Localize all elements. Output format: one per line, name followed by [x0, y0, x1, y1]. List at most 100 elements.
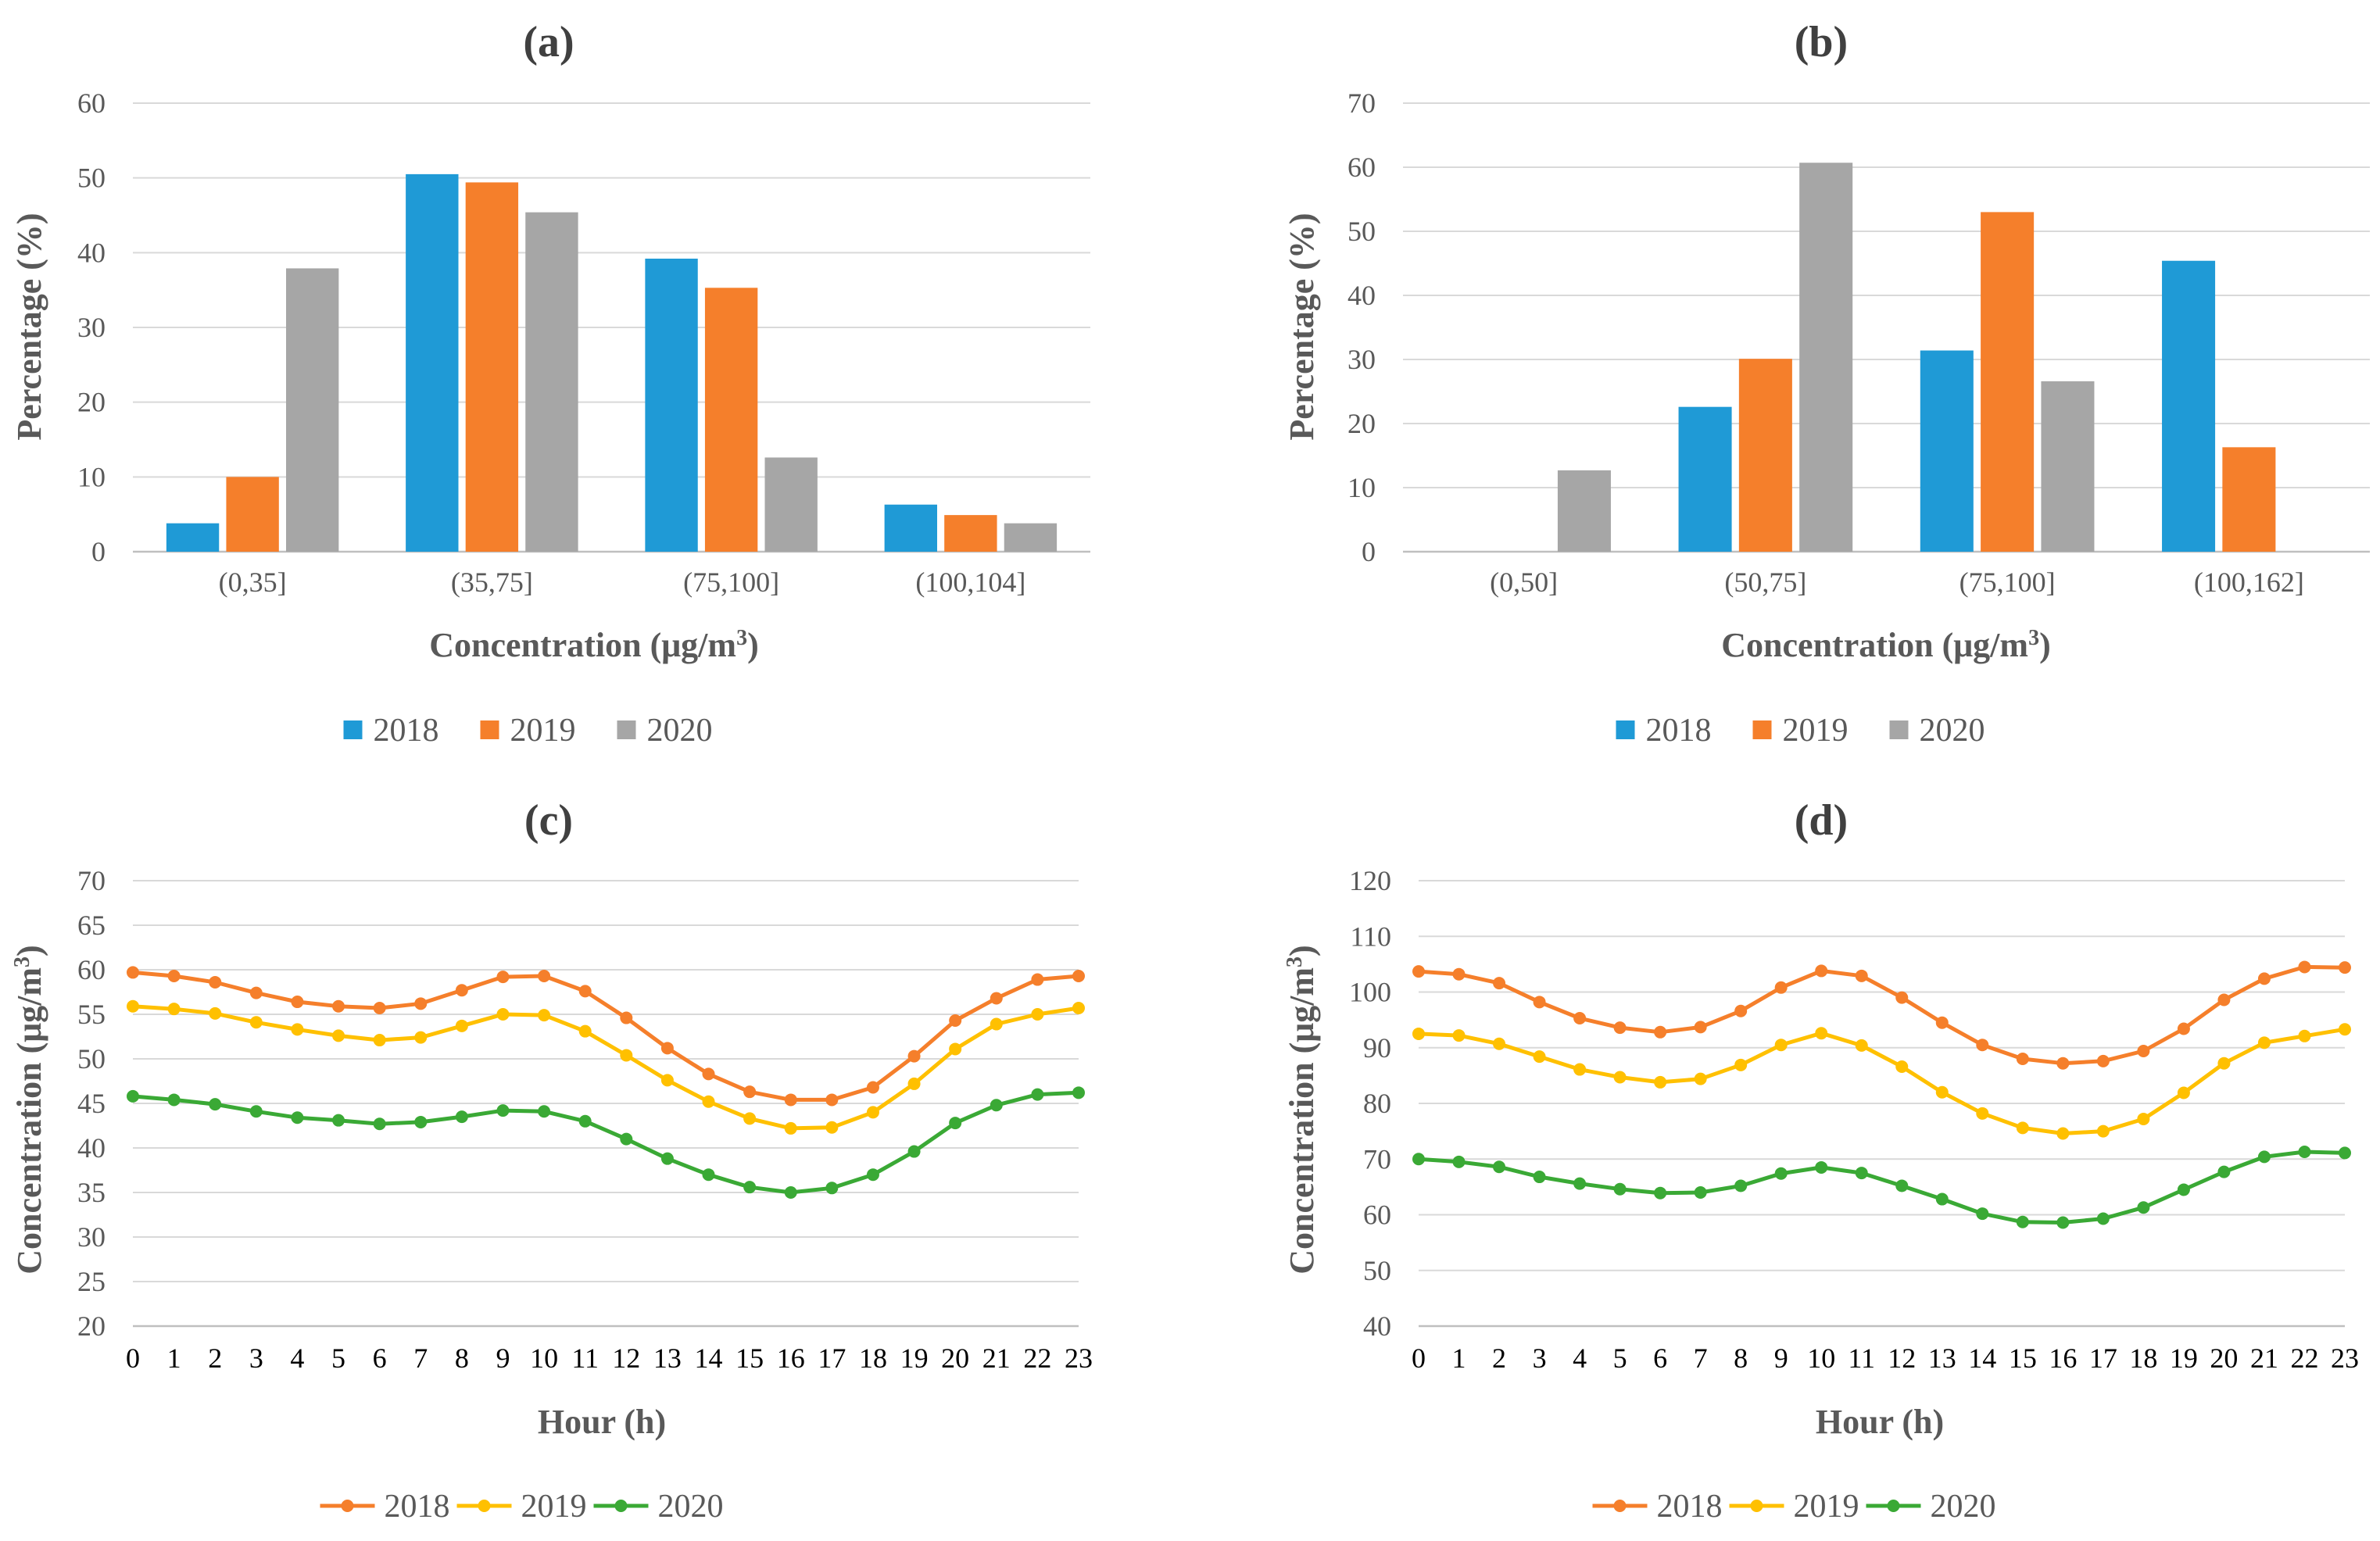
data-point-2018: [538, 969, 551, 982]
data-point-2018: [1976, 1039, 1989, 1052]
legend-swatch-2020: [617, 720, 636, 739]
data-point-2019: [660, 1074, 674, 1087]
data-point-2020: [1072, 1086, 1085, 1099]
bar-2019: [1981, 212, 2035, 552]
data-point-2020: [1452, 1155, 1466, 1168]
data-point-2019: [620, 1049, 633, 1062]
x-tick-label: 22: [2290, 1343, 2318, 1374]
data-point-2020: [2257, 1150, 2271, 1164]
x-tick-label: 23: [1065, 1343, 1093, 1374]
legend-label: 2018: [374, 713, 439, 749]
data-point-2020: [2217, 1165, 2231, 1178]
legend-label: 2019: [1794, 1489, 1859, 1525]
data-point-2019: [825, 1121, 839, 1134]
y-axis-label: Percentage (%): [1283, 213, 1321, 440]
data-point-2018: [1855, 969, 1868, 982]
legend-marker-2018: [1613, 1500, 1627, 1512]
data-point-2020: [1855, 1167, 1868, 1180]
data-point-2018: [1031, 973, 1044, 986]
x-category-label: (0,35]: [219, 567, 287, 598]
y-tick-label: 120: [1349, 865, 1391, 896]
bar-2019: [704, 288, 758, 552]
legend-marker-2019: [1750, 1500, 1763, 1512]
data-point-2018: [660, 1042, 674, 1055]
data-point-2019: [1493, 1037, 1506, 1050]
x-category-label: (75,100]: [1959, 567, 2056, 598]
data-point-2018: [249, 986, 263, 999]
data-point-2019: [1855, 1039, 1868, 1052]
x-category-label: (0,50]: [1490, 567, 1558, 598]
x-tick-label: 12: [1888, 1343, 1916, 1374]
y-tick-label: 80: [1363, 1088, 1391, 1119]
x-tick-label: 6: [373, 1343, 387, 1374]
data-point-2020: [1976, 1207, 1989, 1221]
data-point-2019: [1774, 1039, 1788, 1052]
data-point-2019: [2257, 1036, 2271, 1049]
data-point-2020: [866, 1168, 879, 1182]
data-point-2019: [1072, 1002, 1085, 1015]
series-line-2019: [1418, 1027, 2346, 1135]
data-point-2018: [291, 996, 304, 1009]
y-axis-label: Concentration (μg/m3): [10, 945, 49, 1274]
bar-2019: [226, 477, 279, 552]
data-point-2018: [1533, 996, 1546, 1009]
data-point-2020: [949, 1117, 962, 1130]
data-point-2018: [1815, 964, 1828, 978]
data-point-2018: [2217, 993, 2231, 1006]
x-tick-label: 11: [571, 1343, 599, 1374]
x-tick-label: 22: [1023, 1343, 1051, 1374]
legend-label: 2020: [1931, 1489, 1996, 1525]
x-category-label: (100,104]: [915, 567, 1025, 598]
data-point-2020: [1895, 1179, 1909, 1192]
data-point-2019: [578, 1024, 592, 1038]
data-point-2018: [496, 971, 510, 984]
series-line-2018: [132, 970, 1079, 1102]
x-tick-label: 4: [1573, 1343, 1587, 1374]
x-tick-label: 11: [1848, 1343, 1875, 1374]
series-line-2018: [1418, 964, 2346, 1066]
data-point-2020: [1694, 1186, 1707, 1199]
x-axis-label: Hour (h): [538, 1403, 666, 1441]
data-point-2020: [249, 1105, 263, 1118]
data-point-2018: [332, 999, 345, 1013]
y-tick-label: 40: [1347, 280, 1376, 311]
data-point-2018: [1774, 981, 1788, 994]
data-point-2018: [2016, 1053, 2029, 1065]
data-point-2019: [1976, 1107, 1989, 1120]
x-tick-label: 15: [735, 1343, 764, 1374]
legend-label: 2018: [385, 1489, 450, 1525]
data-point-2019: [1694, 1072, 1707, 1085]
x-tick-label: 10: [1807, 1343, 1835, 1374]
data-point-2019: [373, 1034, 386, 1047]
data-point-2018: [1734, 1004, 1748, 1017]
data-point-2019: [1815, 1027, 1828, 1040]
data-point-2020: [2339, 1146, 2351, 1160]
x-tick-label: 15: [2009, 1343, 2037, 1374]
data-point-2019: [209, 1006, 222, 1020]
data-point-2018: [2096, 1054, 2110, 1067]
legend-marker-2020: [1887, 1500, 1900, 1512]
data-point-2018: [2257, 972, 2271, 985]
data-point-2020: [127, 1089, 139, 1103]
x-tick-label: 20: [2210, 1343, 2238, 1374]
data-point-2018: [209, 975, 222, 989]
x-tick-label: 18: [859, 1343, 887, 1374]
data-point-2019: [1412, 1027, 1425, 1040]
legend-label: 2019: [1783, 713, 1849, 749]
y-tick-label: 50: [77, 163, 106, 194]
data-point-2019: [167, 1003, 181, 1016]
data-point-2019: [702, 1095, 715, 1108]
bar-2020: [2041, 381, 2095, 552]
data-point-2020: [291, 1111, 304, 1124]
x-tick-label: 3: [249, 1343, 263, 1374]
data-point-2020: [1573, 1177, 1587, 1190]
y-tick-label: 30: [1347, 344, 1376, 375]
legend-marker-2019: [478, 1500, 491, 1512]
data-point-2018: [1935, 1016, 1949, 1029]
data-point-2018: [414, 997, 428, 1010]
data-point-2020: [496, 1104, 510, 1117]
y-tick-label: 20: [77, 1310, 106, 1342]
legend-label: 2019: [510, 713, 576, 749]
